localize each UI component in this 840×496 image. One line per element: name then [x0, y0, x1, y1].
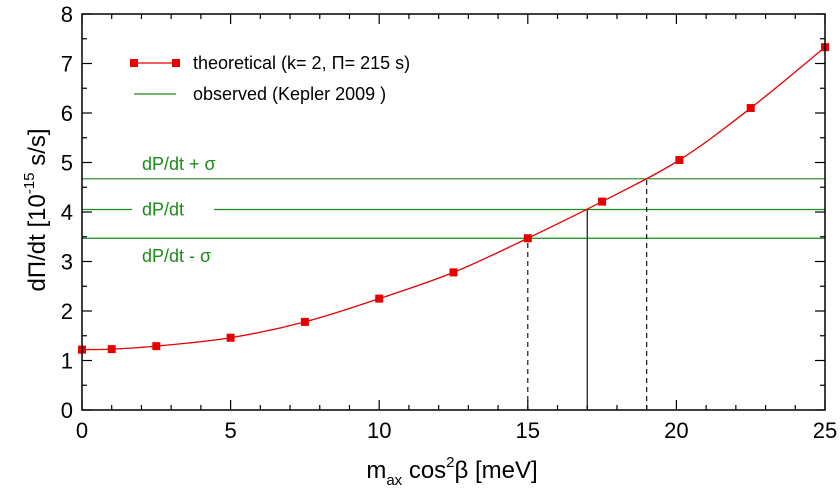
y-tick-label: 1	[61, 349, 73, 374]
legend-observed-label: observed (Kepler 2009 )	[193, 84, 386, 104]
y-tick-label: 3	[61, 250, 73, 275]
tick-labels: 0 5 10 15 20 25 0 1 2 3 4 5 6 7 8	[61, 2, 837, 443]
theoretical-point	[300, 317, 309, 326]
observed-annotation: dP/dt + σ	[142, 154, 216, 174]
x-tick-label: 0	[76, 418, 88, 443]
x-axis-title-tail: β [meV]	[455, 457, 538, 484]
y-axis-title-post: s/s]	[24, 128, 51, 172]
theoretical-point	[375, 294, 384, 303]
x-tick-label: 10	[367, 418, 391, 443]
axis-ticks	[81, 13, 826, 411]
legend-theoretical-marker-right	[172, 59, 180, 67]
theoretical-point	[107, 345, 116, 354]
y-tick-label: 5	[61, 151, 73, 176]
theoretical-point	[523, 234, 532, 243]
y-tick-label: 7	[61, 52, 73, 77]
theoretical-point	[449, 268, 458, 277]
y-tick-label: 2	[61, 299, 73, 324]
x-tick-label: 20	[664, 418, 688, 443]
theoretical-point	[226, 333, 235, 342]
x-axis-title-main: m	[366, 457, 386, 484]
x-tick-label: 25	[813, 418, 837, 443]
y-axis-title: dΠ/dt [10-15 s/s]	[21, 128, 51, 291]
theoretical-point	[598, 197, 607, 206]
theoretical-point	[746, 104, 755, 113]
x-axis-title-sub: ax	[386, 472, 402, 489]
observed-annotation: dP/dt	[142, 200, 184, 220]
y-axis-title-pre: dΠ/dt [10	[24, 194, 51, 291]
legend-theoretical-marker-left	[130, 59, 138, 67]
x-axis-title-sup: 2	[446, 454, 454, 471]
x-tick-label: 5	[224, 418, 236, 443]
theoretical-point	[675, 156, 684, 165]
plot-frame	[81, 13, 826, 411]
plot-area: dP/dt + σ dP/dt dP/dt - σ	[78, 43, 829, 410]
legend-theoretical-label: theoretical (k= 2, Π= 215 s)	[193, 53, 410, 73]
y-tick-label: 8	[61, 2, 73, 27]
x-axis-title-mid: cos	[402, 457, 446, 484]
observed-annotation: dP/dt - σ	[142, 246, 211, 266]
y-tick-label: 0	[61, 398, 73, 423]
legend: theoretical (k= 2, Π= 215 s) observed (K…	[130, 53, 410, 104]
x-tick-label: 15	[516, 418, 540, 443]
x-axis-title: max cos2β [meV]	[366, 454, 537, 489]
y-axis-title-sup: -15	[21, 172, 38, 194]
theoretical-point	[152, 342, 161, 351]
y-tick-label: 6	[61, 101, 73, 126]
y-tick-label: 4	[61, 200, 73, 225]
